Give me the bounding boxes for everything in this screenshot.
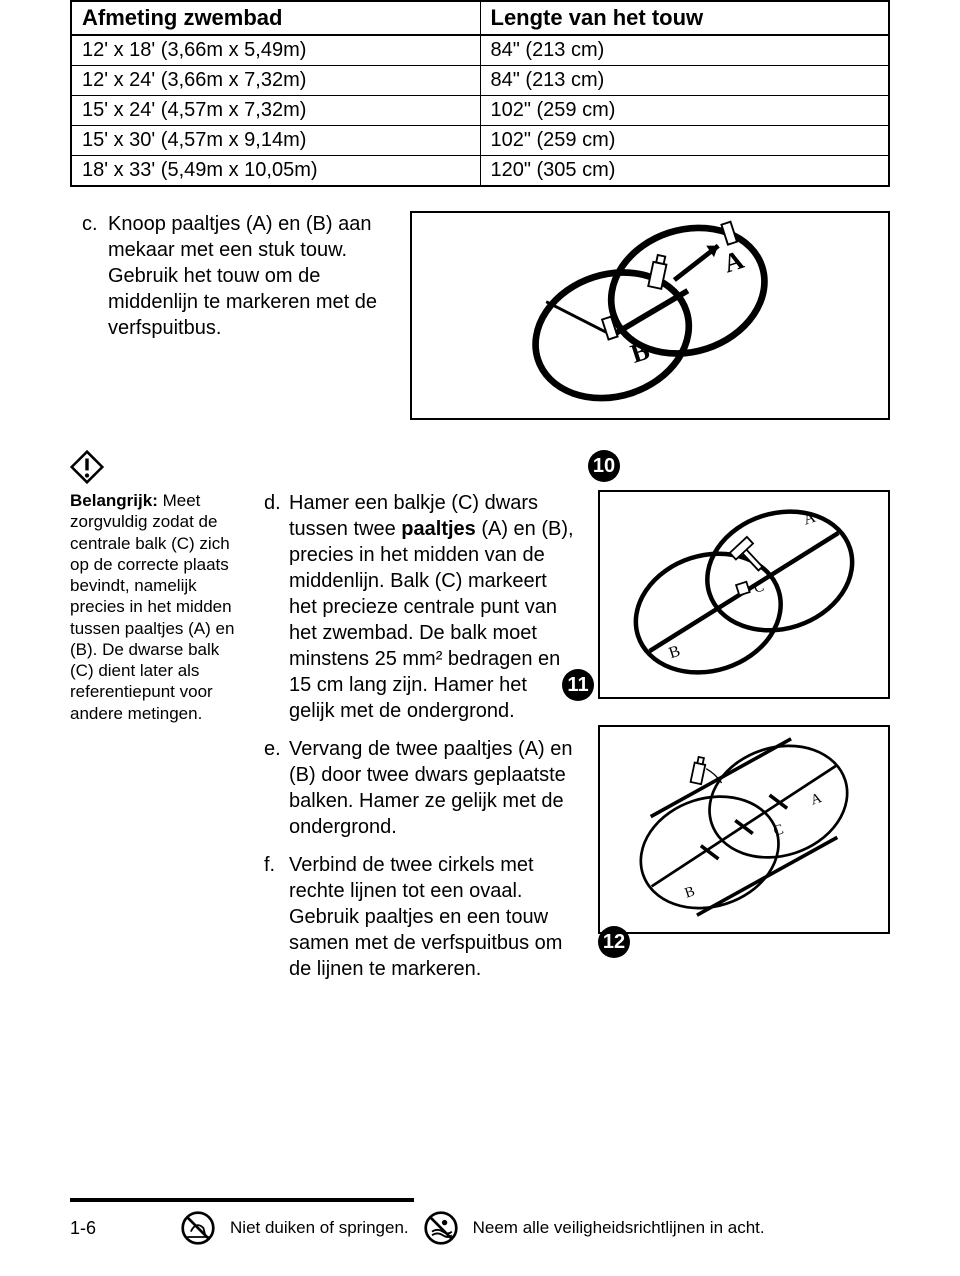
figure-10-wrap: A B: [410, 211, 890, 428]
item-e: e. Vervang de twee paaltjes (A) en (B) d…: [289, 736, 574, 840]
footer-row: 1-6 Niet duiken of springen. Neem alle v…: [70, 1210, 890, 1246]
figure-10: A B: [410, 211, 890, 420]
right-figures: A B C 11: [598, 490, 890, 994]
item-c-body: Knoop paaltjes (A) en (B) aan mekaar met…: [108, 213, 377, 339]
item-e-text: Vervang de twee paaltjes (A) en (B) door…: [289, 738, 573, 838]
alert-diamond-icon: [70, 450, 104, 484]
fig11-label-a: A: [801, 508, 818, 529]
item-e-letter: e.: [264, 736, 281, 762]
badge-10: 10: [588, 450, 620, 482]
table-row: 12' x 24' (3,66m x 7,32m)84" (213 cm): [71, 66, 889, 96]
no-diving-icon: [180, 1210, 216, 1246]
footer-rule: [70, 1198, 414, 1202]
footer-right-text: Neem alle veiligheidsrichtlijnen in acht…: [473, 1218, 765, 1238]
table-row: 12' x 18' (3,66m x 5,49m)84" (213 cm): [71, 35, 889, 66]
figure-12-svg: A B C: [600, 727, 888, 927]
item-f-text: Verbind de twee cirkels met rechte lijne…: [289, 854, 562, 980]
figure-11: A B C: [598, 490, 890, 699]
sidenote-title: Belangrijk:: [70, 491, 158, 510]
footer-left-text: Niet duiken of springen.: [230, 1218, 409, 1238]
badge-11: 11: [562, 669, 594, 701]
item-d-bold: paaltjes: [401, 518, 475, 540]
item-d-letter: d.: [264, 490, 281, 516]
table-header-left: Afmeting zwembad: [71, 1, 480, 35]
table-row: 15' x 30' (4,57m x 9,14m)102" (259 cm): [71, 126, 889, 156]
alert-row: 10: [70, 450, 890, 484]
fig11-label-b: B: [667, 642, 683, 662]
fig12-label-b: B: [683, 883, 697, 901]
sidenote: Belangrijk: Meet zorgvuldig zodat de cen…: [70, 490, 240, 994]
instructions-column: d. Hamer een balkje (C) dwars tussen twe…: [264, 490, 574, 994]
figure-10-svg: A B: [412, 213, 888, 413]
fig12-label-a: A: [809, 790, 824, 809]
table-header-right: Lengte van het touw: [480, 1, 889, 35]
figure-12-wrap: A B C 12: [598, 725, 890, 942]
main-body: Belangrijk: Meet zorgvuldig zodat de cen…: [70, 490, 890, 994]
dimensions-table: Afmeting zwembad Lengte van het touw 12'…: [70, 0, 890, 187]
figure-12: A B C: [598, 725, 890, 934]
item-d-post: (A) en (B), precies in het midden van de…: [289, 518, 574, 722]
badge-12: 12: [598, 926, 630, 958]
fig12-label-c: C: [772, 821, 786, 839]
item-d: d. Hamer een balkje (C) dwars tussen twe…: [289, 490, 574, 724]
table-row: 15' x 24' (4,57m x 7,32m)102" (259 cm): [71, 96, 889, 126]
figure-11-wrap: A B C 11: [598, 490, 890, 707]
fig10-label-a: A: [720, 244, 748, 279]
item-f-letter: f.: [264, 852, 275, 878]
item-c-text: c. Knoop paaltjes (A) en (B) aan mekaar …: [70, 211, 380, 428]
table-row: 18' x 33' (5,49m x 10,05m)120" (305 cm): [71, 156, 889, 187]
page-footer: 1-6 Niet duiken of springen. Neem alle v…: [0, 1198, 960, 1246]
page-number: 1-6: [70, 1218, 96, 1239]
item-c-letter: c.: [82, 211, 98, 237]
sidenote-text: Meet zorgvuldig zodat de centrale balk (…: [70, 491, 234, 723]
figure-11-svg: A B C: [600, 492, 888, 692]
section-c: c. Knoop paaltjes (A) en (B) aan mekaar …: [70, 211, 890, 428]
page: Afmeting zwembad Lengte van het touw 12'…: [70, 0, 890, 994]
no-swimming-icon: [423, 1210, 459, 1246]
item-f: f. Verbind de twee cirkels met rechte li…: [289, 852, 574, 982]
